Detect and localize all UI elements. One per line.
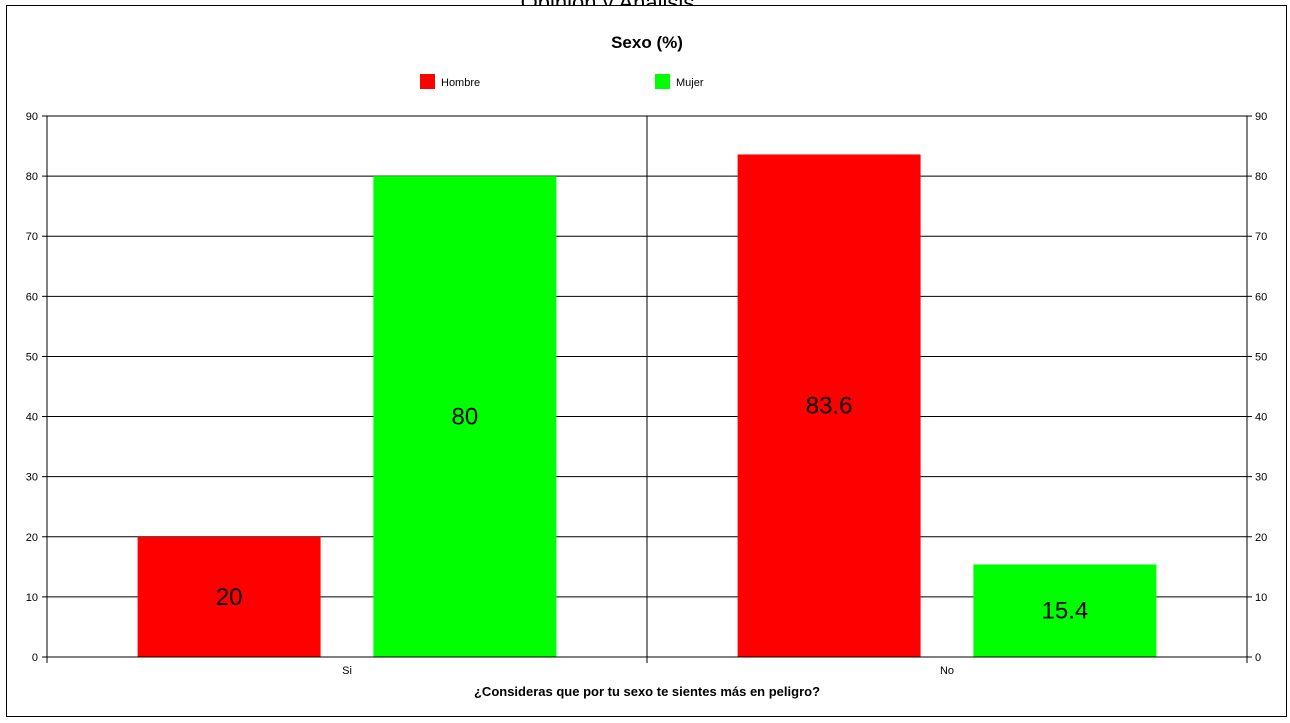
data-labels: 20 80 83.6 15.4 [216, 393, 1089, 625]
chart-title: Sexo (%) [611, 33, 683, 52]
bars [137, 154, 1157, 657]
y-tick-label-right: 20 [1255, 532, 1267, 544]
x-tick-label: No [940, 665, 954, 677]
legend: Hombre Mujer [420, 74, 704, 89]
y-tick-label-left: 90 [26, 111, 38, 123]
legend-label-hombre: Hombre [441, 77, 480, 89]
data-label-mujer-no: 15.4 [1042, 598, 1089, 625]
y-tick-label-right: 90 [1255, 111, 1267, 123]
x-axis-title: ¿Consideras que por tu sexo te sientes m… [474, 684, 820, 699]
data-label-hombre-no: 83.6 [806, 393, 853, 420]
legend-swatch-mujer [655, 74, 670, 89]
y-tick-label-left: 30 [26, 472, 38, 484]
y-tick-label-left: 40 [26, 412, 38, 424]
y-tick-label-left: 10 [26, 592, 38, 604]
y-tick-label-left: 0 [32, 652, 38, 664]
x-tick-label: Si [342, 665, 352, 677]
y-tick-label-left: 60 [26, 291, 38, 303]
y-tick-label-left: 50 [26, 351, 38, 363]
bar-hombre-no [737, 154, 921, 657]
y-tick-label-right: 10 [1255, 592, 1267, 604]
y-tick-label-right: 0 [1255, 652, 1261, 664]
y-tick-label-right: 40 [1255, 412, 1267, 424]
y-tick-label-right: 70 [1255, 231, 1267, 243]
data-label-mujer-si: 80 [452, 404, 479, 431]
y-tick-label-right: 50 [1255, 351, 1267, 363]
y-tick-label-left: 80 [26, 171, 38, 183]
legend-swatch-hombre [420, 74, 435, 89]
bar-mujer-no [973, 564, 1157, 657]
y-tick-label-right: 60 [1255, 291, 1267, 303]
y-tick-label-left: 20 [26, 532, 38, 544]
axes: 0 0 10 10 20 20 30 30 40 40 50 50 60 60 70 70 80 80 90 90 Si… [26, 111, 1268, 677]
y-tick-label-left: 70 [26, 231, 38, 243]
bar-mujer-si [373, 176, 557, 657]
y-tick-label-right: 80 [1255, 171, 1267, 183]
legend-label-mujer: Mujer [676, 77, 704, 89]
data-label-hombre-si: 20 [216, 584, 243, 611]
y-tick-label-right: 30 [1255, 472, 1267, 484]
bar-hombre-si [137, 536, 321, 657]
